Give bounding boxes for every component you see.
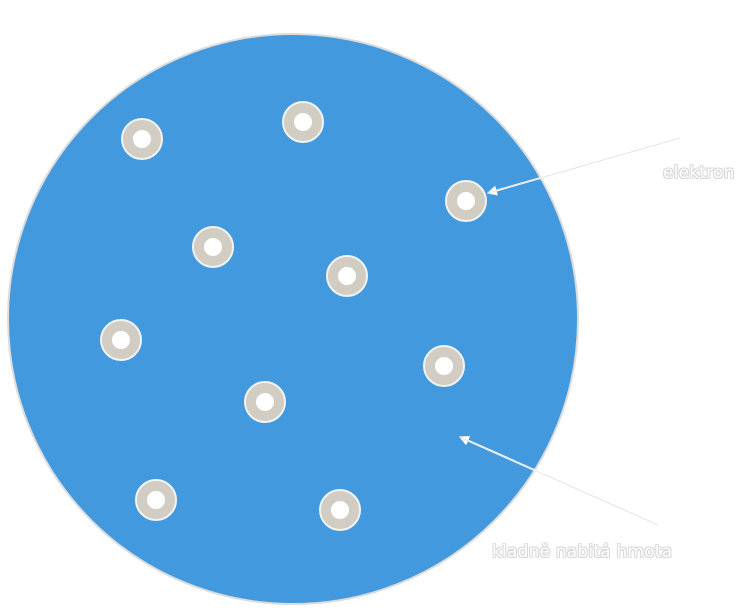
electron (445, 180, 487, 222)
electron (423, 345, 465, 387)
electron-label: elektron (663, 163, 735, 183)
electrons (100, 101, 487, 531)
electron (326, 255, 368, 297)
positive-sphere (7, 33, 579, 605)
electron (282, 101, 324, 143)
electron (121, 118, 163, 160)
electron (100, 319, 142, 361)
positive-matter-label: kladně nabitá hmota (492, 542, 673, 562)
electron (192, 226, 234, 268)
electron (244, 381, 286, 423)
electron (319, 489, 361, 531)
electron (135, 479, 177, 521)
